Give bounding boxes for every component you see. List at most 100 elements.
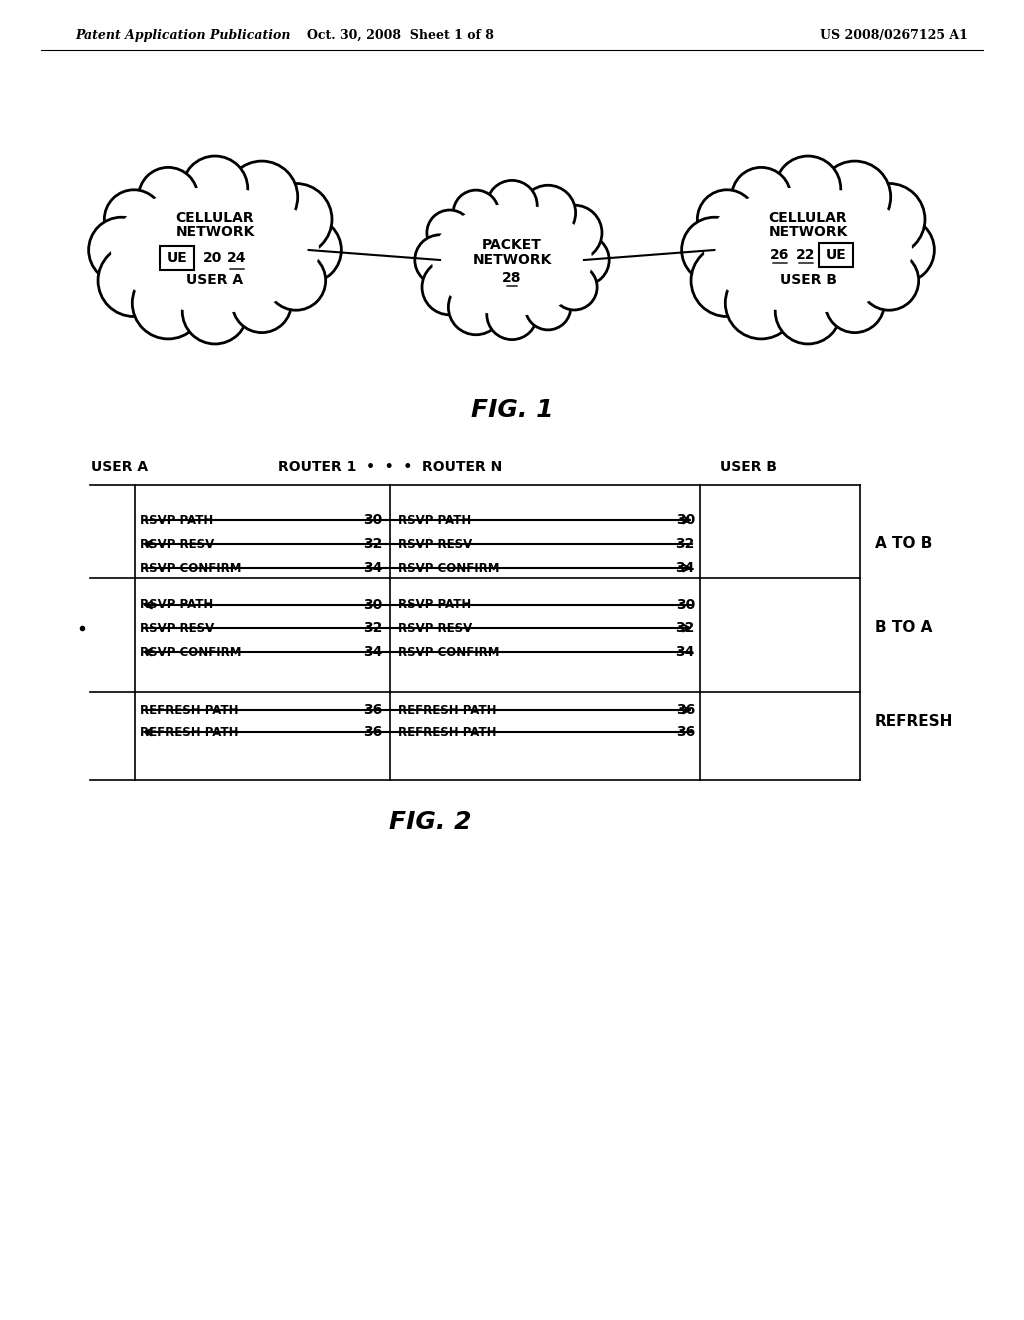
Text: RSVP PATH: RSVP PATH: [140, 598, 213, 611]
Circle shape: [853, 183, 925, 255]
Circle shape: [525, 284, 570, 330]
Circle shape: [98, 244, 170, 317]
Circle shape: [825, 273, 885, 333]
Text: 30: 30: [362, 513, 382, 527]
Text: 34: 34: [362, 645, 382, 659]
Ellipse shape: [705, 187, 912, 313]
Text: REFRESH PATH: REFRESH PATH: [398, 704, 497, 717]
Circle shape: [725, 267, 797, 339]
Circle shape: [226, 161, 298, 232]
Text: RSVP CONFIRM: RSVP CONFIRM: [398, 645, 500, 659]
Text: RSVP PATH: RSVP PATH: [140, 513, 213, 527]
Circle shape: [731, 168, 791, 227]
Circle shape: [775, 279, 841, 345]
Circle shape: [859, 251, 919, 310]
Text: FIG. 1: FIG. 1: [471, 399, 553, 422]
Text: UE: UE: [167, 251, 187, 265]
Text: RSVP PATH: RSVP PATH: [398, 598, 471, 611]
Text: 32: 32: [676, 537, 695, 550]
Text: REFRESH PATH: REFRESH PATH: [140, 726, 239, 738]
Circle shape: [104, 190, 164, 249]
Text: 36: 36: [676, 725, 695, 739]
Text: RSVP CONFIRM: RSVP CONFIRM: [140, 561, 242, 574]
Circle shape: [422, 260, 477, 315]
Circle shape: [520, 185, 575, 240]
Circle shape: [691, 244, 763, 317]
Circle shape: [260, 183, 332, 255]
Text: RSVP PATH: RSVP PATH: [398, 513, 471, 527]
Text: 32: 32: [676, 620, 695, 635]
Circle shape: [182, 156, 248, 222]
Text: 36: 36: [362, 725, 382, 739]
Circle shape: [266, 251, 326, 310]
Circle shape: [868, 218, 934, 282]
Text: RSVP RESV: RSVP RESV: [398, 537, 472, 550]
Text: 30: 30: [676, 513, 695, 527]
Text: RSVP CONFIRM: RSVP CONFIRM: [398, 561, 500, 574]
Text: 36: 36: [676, 704, 695, 717]
Text: US 2008/0267125 A1: US 2008/0267125 A1: [820, 29, 968, 41]
Text: Oct. 30, 2008  Sheet 1 of 8: Oct. 30, 2008 Sheet 1 of 8: [306, 29, 494, 41]
Text: REFRESH PATH: REFRESH PATH: [398, 726, 497, 738]
Text: PACKET: PACKET: [482, 238, 542, 252]
Text: REFRESH PATH: REFRESH PATH: [140, 704, 239, 717]
Text: REFRESH: REFRESH: [874, 714, 953, 729]
Text: UE: UE: [825, 248, 847, 261]
Text: NETWORK: NETWORK: [175, 224, 255, 239]
Text: USER B: USER B: [779, 273, 837, 286]
Text: CELLULAR: CELLULAR: [769, 211, 847, 224]
Text: A TO B: A TO B: [874, 536, 933, 552]
Text: 20: 20: [204, 251, 222, 265]
Circle shape: [454, 190, 499, 236]
Text: 34: 34: [362, 561, 382, 576]
Ellipse shape: [98, 173, 332, 326]
Circle shape: [89, 218, 155, 282]
Text: 32: 32: [362, 620, 382, 635]
Circle shape: [415, 235, 465, 285]
Circle shape: [682, 218, 748, 282]
Text: 30: 30: [362, 598, 382, 612]
Text: RSVP RESV: RSVP RESV: [398, 622, 472, 635]
Circle shape: [275, 218, 341, 282]
Circle shape: [132, 267, 204, 339]
Text: USER B: USER B: [720, 459, 776, 474]
Circle shape: [486, 181, 538, 231]
Circle shape: [427, 210, 472, 256]
Circle shape: [232, 273, 292, 333]
Text: 24: 24: [227, 251, 247, 265]
Ellipse shape: [432, 205, 592, 315]
Text: 28: 28: [502, 271, 522, 285]
Text: Patent Application Publication: Patent Application Publication: [75, 29, 291, 41]
Text: NETWORK: NETWORK: [472, 253, 552, 267]
Text: 22: 22: [797, 248, 816, 261]
Text: RSVP RESV: RSVP RESV: [140, 622, 214, 635]
Circle shape: [547, 205, 602, 260]
Text: USER A: USER A: [186, 273, 244, 286]
Text: 34: 34: [676, 561, 695, 576]
Circle shape: [775, 156, 841, 222]
Text: 36: 36: [362, 704, 382, 717]
Circle shape: [819, 161, 891, 232]
Circle shape: [486, 289, 538, 339]
Ellipse shape: [111, 187, 319, 313]
Text: FIG. 2: FIG. 2: [389, 810, 471, 834]
Text: B TO A: B TO A: [874, 620, 933, 635]
Text: 34: 34: [676, 645, 695, 659]
Ellipse shape: [691, 173, 925, 326]
Text: NETWORK: NETWORK: [768, 224, 848, 239]
Text: ROUTER 1  •  •  •  ROUTER N: ROUTER 1 • • • ROUTER N: [278, 459, 502, 474]
Text: 26: 26: [770, 248, 790, 261]
Circle shape: [559, 235, 609, 285]
Text: RSVP CONFIRM: RSVP CONFIRM: [140, 645, 242, 659]
Text: CELLULAR: CELLULAR: [176, 211, 254, 224]
Text: 32: 32: [362, 537, 382, 550]
Text: RSVP RESV: RSVP RESV: [140, 537, 214, 550]
Text: USER A: USER A: [91, 459, 148, 474]
Ellipse shape: [422, 191, 602, 327]
Circle shape: [697, 190, 757, 249]
Circle shape: [449, 280, 504, 335]
Circle shape: [552, 264, 597, 310]
Circle shape: [138, 168, 198, 227]
Circle shape: [182, 279, 248, 345]
Text: 30: 30: [676, 598, 695, 612]
